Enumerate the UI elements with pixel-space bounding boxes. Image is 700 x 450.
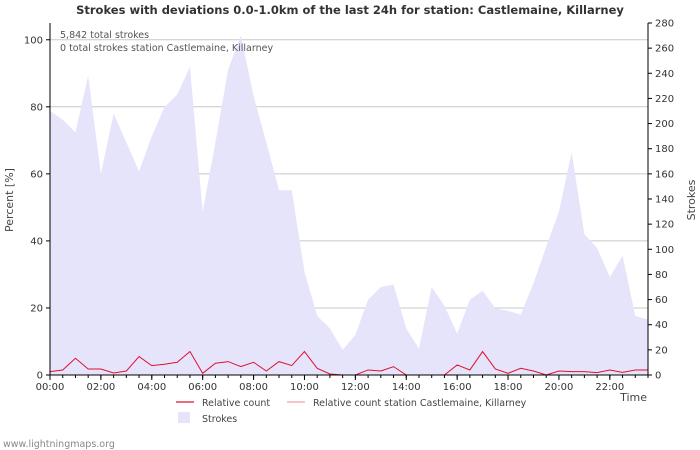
x-tick-label: 14:00: [392, 382, 421, 393]
y-left-tick-label: 40: [30, 236, 43, 247]
y-right-tick-label: 40: [655, 320, 668, 331]
x-tick-label: 18:00: [494, 382, 523, 393]
legend-label-relative-count: Relative count: [202, 398, 270, 409]
x-tick-label: 00:00: [36, 382, 65, 393]
y-right-tick-label: 140: [655, 195, 674, 206]
y-right-tick-label: 280: [655, 19, 674, 30]
chart-title: Strokes with deviations 0.0-1.0km of the…: [76, 3, 624, 17]
y-left-tick-label: 60: [30, 169, 43, 180]
y-right-tick-label: 260: [655, 44, 674, 55]
x-tick-label: 02:00: [86, 382, 115, 393]
x-tick-label: 16:00: [443, 382, 472, 393]
legend: Relative count Relative count station Ca…: [176, 398, 527, 425]
info-station-strokes: 0 total strokes station Castlemaine, Kil…: [60, 43, 273, 54]
y-left-tick-label: 80: [30, 102, 43, 113]
x-tick-label: 22:00: [595, 382, 624, 393]
x-tick-label: 12:00: [341, 382, 370, 393]
y-right-tick-label: 180: [655, 144, 674, 155]
y-axis-left-title: Percent [%]: [3, 168, 16, 232]
info-total-strokes: 5,842 total strokes: [60, 30, 149, 41]
axes: 0 20 40 60 80 100 0 20 40 60 80 100 120 140 160 180 200 2…: [24, 19, 674, 394]
y-right-tick-label: 20: [655, 345, 668, 356]
y-right-tick-label: 220: [655, 94, 674, 105]
x-axis-title: Time: [619, 391, 647, 404]
x-tick-label: 20:00: [545, 382, 574, 393]
y-right-tick-label: 240: [655, 69, 674, 80]
legend-swatch-strokes: [178, 412, 190, 423]
legend-label-strokes: Strokes: [202, 414, 237, 425]
x-tick-label: 04:00: [137, 382, 166, 393]
x-tick-label: 06:00: [188, 382, 217, 393]
legend-label-relative-count-station: Relative count station Castlemaine, Kill…: [313, 398, 527, 409]
y-right-tick-label: 0: [655, 371, 661, 382]
y-right-tick-label: 100: [655, 245, 674, 256]
y-left-tick-label: 20: [30, 303, 43, 314]
watermark: www.lightningmaps.org: [3, 439, 115, 450]
x-tick-label: 08:00: [239, 382, 268, 393]
y-left-tick-label: 100: [24, 35, 43, 46]
strokes-area-layer: [50, 35, 648, 375]
y-left-tick-label: 0: [37, 371, 43, 382]
series-strokes-area: [50, 35, 648, 375]
y-right-tick-label: 60: [655, 295, 668, 306]
y-right-tick-label: 120: [655, 220, 674, 231]
x-tick-label: 10:00: [290, 382, 319, 393]
y-axis-right-title: Strokes: [685, 179, 698, 220]
y-right-tick-label: 160: [655, 169, 674, 180]
y-right-tick-label: 200: [655, 119, 674, 130]
y-right-tick-label: 80: [655, 270, 668, 281]
